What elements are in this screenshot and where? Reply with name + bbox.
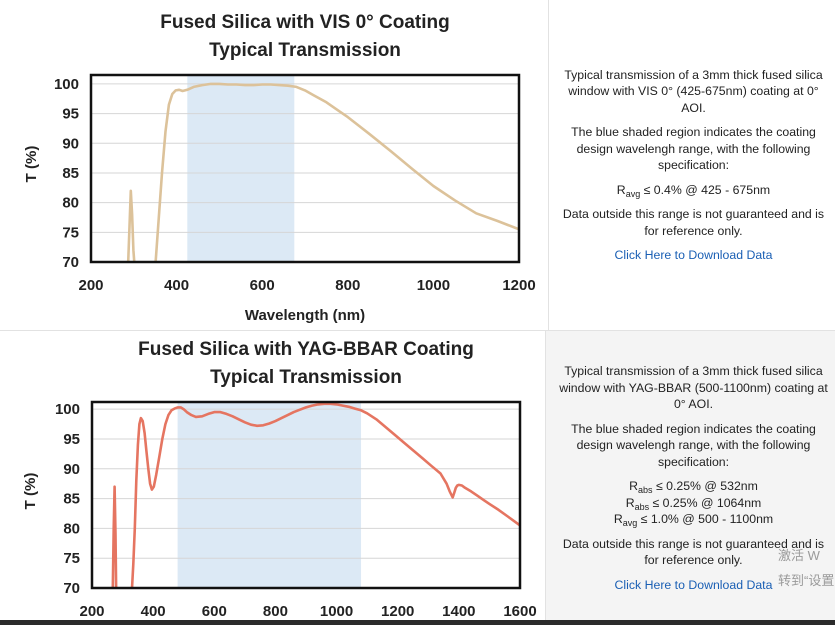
y-tick-label: 75 xyxy=(63,550,80,567)
design-range-shade xyxy=(177,402,362,588)
plot-frame xyxy=(89,73,521,264)
spec-list: Ravg ≤ 0.4% @ 425 - 675nm xyxy=(617,182,770,199)
spec-symbol: R xyxy=(613,512,623,526)
x-tick-label: 800 xyxy=(335,277,360,294)
disclaimer: Data outside this range is not guarantee… xyxy=(562,536,825,568)
y-tick-label: 90 xyxy=(63,461,80,478)
spec-subscript: abs xyxy=(634,501,650,512)
x-tick-label: 1000 xyxy=(320,603,353,620)
panel-yag-bbar-coating: Fused Silica with YAG-BBAR Coating Typica… xyxy=(0,331,835,625)
spec-symbol: R xyxy=(629,479,638,493)
chart-subtitle: Typical Transmission xyxy=(210,367,402,388)
download-data-link[interactable]: Click Here to Download Data xyxy=(614,248,773,262)
chart-title: Fused Silica with VIS 0° Coating xyxy=(160,12,449,33)
spec-list: Rabs ≤ 0.25% @ 532nm Rabs ≤ 0.25% @ 1064… xyxy=(614,478,773,528)
series-line xyxy=(111,485,118,588)
watermark-line-1: 激活 W xyxy=(778,548,820,563)
x-tick-label: 600 xyxy=(202,603,227,620)
spec-symbol: R xyxy=(616,182,626,197)
x-tick-label: 1400 xyxy=(442,603,475,620)
x-tick-label: 1600 xyxy=(503,603,536,620)
y-tick-label: 70 xyxy=(63,580,80,597)
x-tick-label: 200 xyxy=(78,277,103,294)
series-line xyxy=(126,189,136,262)
plot-frame xyxy=(90,400,522,590)
spec-line: Rabs ≤ 0.25% @ 532nm xyxy=(614,478,773,495)
y-axis-label: T (%) xyxy=(22,473,39,510)
y-tick-label: 90 xyxy=(62,135,79,152)
watermark-line-2: 转到“设置 xyxy=(778,573,835,588)
chart-cell-1: Fused Silica with VIS 0° Coating Typical … xyxy=(3,0,549,330)
spec-subscript: avg xyxy=(625,188,641,199)
chart-cell-2: Fused Silica with YAG-BBAR Coating Typica… xyxy=(0,331,546,625)
description-panel-2: Typical transmission of a 3mm thick fuse… xyxy=(552,331,835,625)
design-range-shade xyxy=(187,75,295,262)
y-tick-label: 80 xyxy=(63,520,80,537)
chart-subtitle: Typical Transmission xyxy=(209,40,401,61)
x-tick-label: 600 xyxy=(250,277,275,294)
description-text: Typical transmission of a 3mm thick fuse… xyxy=(559,364,828,411)
x-tick-label: 1000 xyxy=(417,277,450,294)
y-tick-label: 95 xyxy=(63,431,80,448)
x-axis-label: Wavelength (nm) xyxy=(245,307,365,324)
panel-vis-coating: Fused Silica with VIS 0° Coating Typical … xyxy=(0,0,835,331)
spec-subscript: abs xyxy=(638,485,653,495)
chart-yag-bbar-coating: Fused Silica with YAG-BBAR Coating Typica… xyxy=(22,339,537,620)
x-tick-label: 1200 xyxy=(502,277,535,294)
y-axis-label: T (%) xyxy=(23,146,40,183)
y-tick-label: 95 xyxy=(62,106,79,123)
chart-title: Fused Silica with YAG-BBAR Coating xyxy=(138,339,474,360)
chart-vis-coating: Fused Silica with VIS 0° Coating Typical … xyxy=(23,12,536,324)
spec-value: ≤ 0.25% @ 1064nm xyxy=(652,495,762,510)
description-panel-1: Typical transmission of a 3mm thick fuse… xyxy=(552,0,835,330)
description-text: Typical transmission of a 3mm thick fuse… xyxy=(564,67,823,115)
y-tick-label: 100 xyxy=(54,76,79,93)
x-tick-label: 400 xyxy=(164,277,189,294)
disclaimer: Data outside this range is not guarantee… xyxy=(562,207,825,238)
footer-bar xyxy=(0,620,835,625)
x-tick-label: 200 xyxy=(79,603,104,620)
series-line xyxy=(154,82,519,262)
series-line xyxy=(130,402,520,588)
spec-subscript: avg xyxy=(622,518,638,528)
y-tick-label: 85 xyxy=(62,165,79,182)
y-tick-label: 75 xyxy=(62,224,79,241)
y-tick-label: 80 xyxy=(62,195,79,212)
shade-note: The blue shaded region indicates the coa… xyxy=(571,125,816,172)
y-tick-label: 100 xyxy=(55,401,80,418)
x-tick-label: 800 xyxy=(263,603,288,620)
x-tick-label: 400 xyxy=(141,603,166,620)
spec-value: ≤ 1.0% @ 500 - 1100nm xyxy=(640,512,774,526)
spec-value: ≤ 0.25% @ 532nm xyxy=(655,479,758,493)
shade-note: The blue shaded region indicates the coa… xyxy=(571,421,816,469)
download-data-link[interactable]: Click Here to Download Data xyxy=(614,577,773,592)
spec-line: Ravg ≤ 1.0% @ 500 - 1100nm xyxy=(614,511,773,528)
spec-line: Rabs ≤ 0.25% @ 1064nm xyxy=(614,495,773,512)
spec-symbol: R xyxy=(625,495,635,510)
y-tick-label: 70 xyxy=(62,254,79,271)
x-tick-label: 1200 xyxy=(381,603,414,620)
spec-value: ≤ 0.4% @ 425 - 675nm xyxy=(643,182,771,197)
y-tick-label: 85 xyxy=(63,491,80,508)
spec-line: Ravg ≤ 0.4% @ 425 - 675nm xyxy=(617,182,770,199)
